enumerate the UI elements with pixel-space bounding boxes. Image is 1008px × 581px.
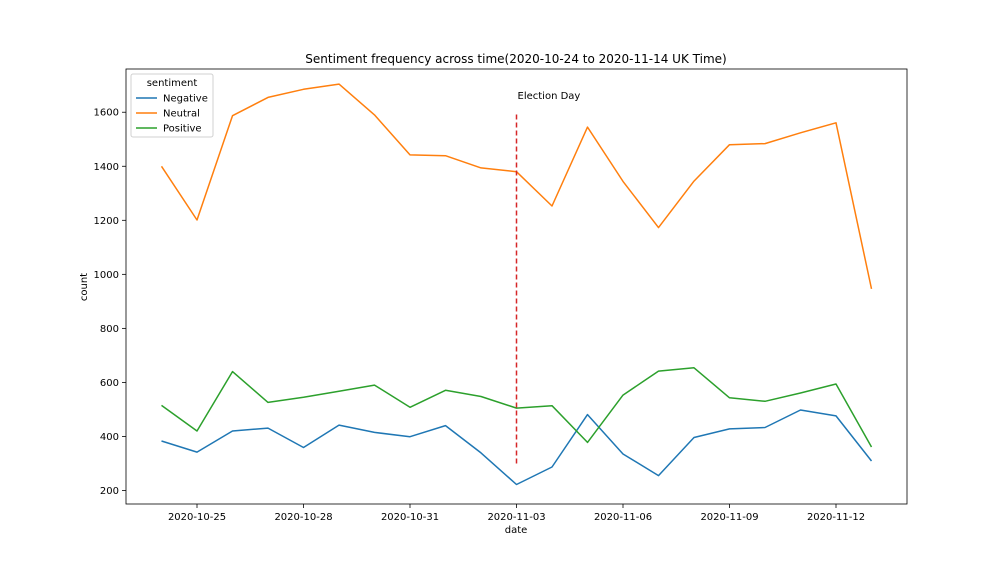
legend-label-neutral: Neutral [163, 109, 200, 120]
y-tick-label: 1600 [94, 108, 119, 119]
chart-title: Sentiment frequency across time(2020-10-… [305, 52, 726, 66]
y-tick-label: 600 [100, 378, 119, 389]
y-axis: 200 400 600 800 1000 1200 1400 1600 [94, 108, 126, 497]
x-tick-label: 2020-11-06 [594, 512, 652, 523]
legend-box [130, 73, 214, 138]
x-tick-label: 2020-10-31 [381, 512, 439, 523]
plot-area: Election Day [160, 83, 873, 486]
series-line-negative [161, 409, 873, 486]
y-tick-label: 1400 [94, 162, 119, 173]
legend: sentiment Negative Neutral Positive [130, 73, 214, 138]
x-axis: 2020-10-25 2020-10-28 2020-10-31 2020-11-03… [168, 504, 865, 523]
x-tick-label: 2020-10-25 [168, 512, 226, 523]
x-tick-label: 2020-10-28 [274, 512, 332, 523]
legend-title: sentiment [147, 78, 198, 89]
x-tick-label: 2020-11-09 [700, 512, 758, 523]
election-day-label: Election Day [518, 91, 581, 102]
y-axis-title: count [79, 273, 90, 301]
y-tick-label: 1000 [94, 270, 119, 281]
legend-label-negative: Negative [163, 94, 208, 105]
x-tick-label: 2020-11-12 [807, 512, 865, 523]
y-tick-label: 1200 [94, 216, 119, 227]
x-axis-title: date [505, 525, 528, 536]
y-tick-label: 400 [100, 432, 119, 443]
series-line-positive [161, 367, 873, 448]
y-tick-label: 800 [100, 324, 119, 335]
y-tick-label: 200 [100, 486, 119, 497]
x-tick-label: 2020-11-03 [487, 512, 545, 523]
legend-label-positive: Positive [163, 124, 202, 135]
